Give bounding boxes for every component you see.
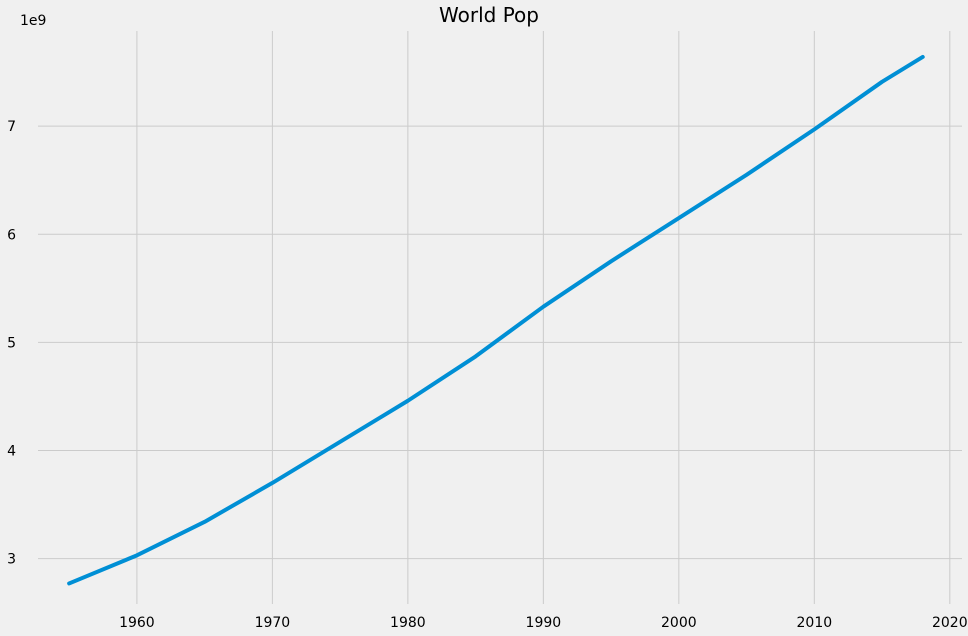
x-tick-label: 2000 [661, 615, 697, 631]
x-tick-label: 1970 [255, 615, 291, 631]
x-tick-label: 1980 [390, 615, 426, 631]
x-tick-label: 1960 [119, 615, 155, 631]
y-tick-label: 7 [7, 119, 16, 135]
series-line-0 [67, 54, 925, 586]
series-layer [67, 54, 925, 586]
y-tick-label: 4 [7, 443, 16, 459]
x-tick-label: 1990 [526, 615, 562, 631]
axis-layer: 1960 1970 1980 1990 2000 2010 2020 3 4 5 6 7 [7, 119, 968, 631]
grid [38, 31, 962, 604]
x-tick-label: 2010 [797, 615, 833, 631]
y-tick-label: 5 [7, 335, 16, 351]
x-tick-label: 2020 [932, 615, 968, 631]
y-axis-offset-label: 1e9 [20, 13, 46, 29]
y-tick-label: 6 [7, 227, 16, 243]
chart-title: World Pop [439, 3, 539, 27]
y-tick-label: 3 [7, 552, 16, 568]
